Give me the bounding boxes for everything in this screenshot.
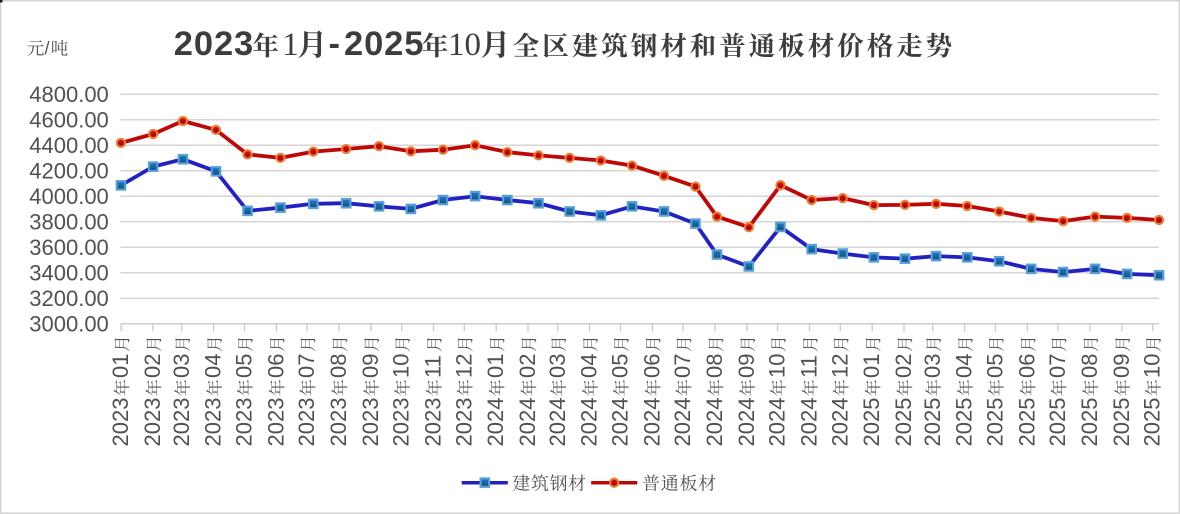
svg-text:2025: 2025	[1014, 398, 1039, 447]
svg-text:2024: 2024	[670, 398, 695, 447]
svg-text:03: 03	[920, 354, 945, 378]
svg-text:05: 05	[232, 354, 257, 378]
svg-text:2025: 2025	[344, 25, 424, 63]
svg-text:10: 10	[448, 27, 481, 63]
svg-text:05: 05	[608, 354, 633, 378]
svg-text:02: 02	[515, 354, 540, 378]
svg-text:2023: 2023	[294, 398, 319, 447]
svg-text:4400.00: 4400.00	[29, 133, 109, 158]
svg-text:2023: 2023	[389, 398, 414, 447]
svg-text:2025: 2025	[859, 398, 884, 447]
svg-text:2023: 2023	[169, 398, 194, 447]
svg-text:11: 11	[797, 355, 822, 378]
svg-text:06: 06	[1014, 354, 1039, 378]
svg-text:01: 01	[483, 354, 508, 378]
svg-text:02: 02	[891, 354, 916, 378]
svg-text:04: 04	[577, 354, 602, 378]
svg-text:2023: 2023	[174, 25, 254, 63]
svg-text:2023: 2023	[140, 398, 165, 447]
svg-text:02: 02	[140, 354, 165, 378]
svg-text:2024: 2024	[483, 398, 508, 447]
svg-text:2023: 2023	[232, 398, 257, 447]
svg-text:2024: 2024	[608, 398, 633, 447]
svg-text:4600.00: 4600.00	[29, 108, 109, 133]
svg-text:2024: 2024	[827, 398, 852, 447]
svg-text:2023: 2023	[326, 398, 351, 447]
svg-text:2025: 2025	[982, 398, 1007, 447]
svg-text:06: 06	[639, 354, 664, 378]
svg-text:2025: 2025	[891, 398, 916, 447]
svg-text:05: 05	[982, 354, 1007, 378]
svg-text:4200.00: 4200.00	[29, 159, 109, 184]
svg-text:2023: 2023	[451, 398, 476, 447]
svg-text:09: 09	[734, 354, 759, 378]
svg-text:2023: 2023	[108, 398, 133, 447]
svg-text:4000.00: 4000.00	[29, 184, 109, 209]
svg-text:3800.00: 3800.00	[29, 210, 109, 235]
svg-text:10: 10	[389, 354, 414, 378]
svg-text:2023: 2023	[263, 398, 288, 447]
svg-text:03: 03	[169, 354, 194, 378]
svg-text:06: 06	[263, 354, 288, 378]
svg-text:12: 12	[451, 354, 476, 378]
svg-text:12: 12	[827, 354, 852, 378]
svg-text:01: 01	[108, 354, 133, 378]
svg-text:2024: 2024	[797, 398, 822, 447]
svg-text:2024: 2024	[734, 398, 759, 447]
svg-text:03: 03	[545, 354, 570, 378]
svg-text:4800.00: 4800.00	[29, 82, 109, 107]
svg-text:2023: 2023	[358, 398, 383, 447]
svg-text:2023: 2023	[421, 398, 446, 447]
svg-text:01: 01	[859, 354, 884, 378]
svg-text:08: 08	[1077, 354, 1102, 378]
svg-text:08: 08	[326, 354, 351, 378]
svg-text:07: 07	[670, 354, 695, 378]
svg-text:09: 09	[1109, 354, 1134, 378]
svg-text:09: 09	[358, 354, 383, 378]
svg-text:2024: 2024	[515, 398, 540, 447]
svg-text:08: 08	[702, 354, 727, 378]
svg-text:10: 10	[765, 354, 790, 378]
svg-text:10: 10	[1140, 354, 1165, 378]
svg-text:07: 07	[1045, 354, 1070, 378]
svg-text:2024: 2024	[577, 398, 602, 447]
svg-text:3000.00: 3000.00	[29, 312, 109, 337]
svg-text:2025: 2025	[1140, 398, 1165, 447]
svg-text:3200.00: 3200.00	[29, 286, 109, 311]
svg-text:2024: 2024	[702, 398, 727, 447]
svg-text:2024: 2024	[545, 398, 570, 447]
svg-text:2025: 2025	[1077, 398, 1102, 447]
svg-text:07: 07	[294, 354, 319, 378]
svg-text:2024: 2024	[639, 398, 664, 447]
svg-text:2024: 2024	[765, 398, 790, 447]
svg-text:-: -	[329, 25, 341, 63]
svg-text:2025: 2025	[1045, 398, 1070, 447]
svg-text:04: 04	[952, 354, 977, 378]
svg-text:2025: 2025	[1109, 398, 1134, 447]
svg-text:2023: 2023	[201, 398, 226, 447]
svg-text:11: 11	[421, 355, 446, 378]
svg-text:3400.00: 3400.00	[29, 261, 109, 286]
svg-text:1: 1	[282, 27, 299, 63]
svg-text:/: /	[45, 39, 50, 59]
svg-text:04: 04	[201, 354, 226, 378]
svg-text:2025: 2025	[952, 398, 977, 447]
svg-text:3600.00: 3600.00	[29, 235, 109, 260]
svg-text:2025: 2025	[920, 398, 945, 447]
